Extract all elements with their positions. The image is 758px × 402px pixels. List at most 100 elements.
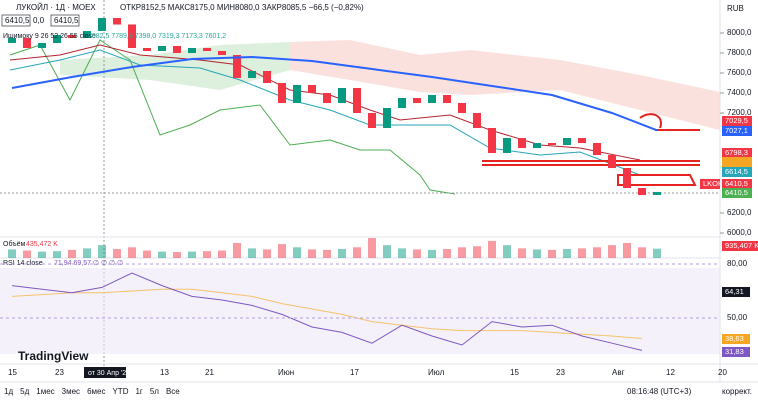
y-tick-label: 7600,0 xyxy=(727,68,752,77)
y-tick-label: 50,00 xyxy=(727,313,748,322)
volume-bar xyxy=(323,249,331,258)
candle xyxy=(143,48,151,51)
price-badge: 6410,5 xyxy=(725,179,748,188)
candle xyxy=(368,113,376,128)
currency[interactable]: RUB xyxy=(727,4,744,13)
x-tick-label: 21 xyxy=(205,368,214,377)
volume-bar xyxy=(23,250,31,258)
range-button[interactable]: Все xyxy=(166,387,180,396)
volume-bar xyxy=(188,251,196,258)
price-badge: 7029,5 xyxy=(725,116,748,125)
indicator-values: 7982,5 7789,8 7398,0 7319,3 7173,3 7601,… xyxy=(88,33,226,40)
range-button[interactable]: 5л xyxy=(150,387,159,396)
candle xyxy=(293,85,301,103)
price-badge: LKOH xyxy=(703,179,723,188)
candle xyxy=(503,138,511,153)
volume-bar xyxy=(173,252,181,258)
candle xyxy=(308,85,316,93)
candle xyxy=(623,168,631,188)
candle xyxy=(383,108,391,128)
candle xyxy=(218,51,226,55)
badge-bg xyxy=(700,179,720,189)
indicator-name: Ишимоку 9 26 52 26 55 close xyxy=(3,33,96,40)
volume-bar xyxy=(143,250,151,258)
y-tick-label: 7400,0 xyxy=(727,88,752,97)
rsi-badge: 31,83 xyxy=(725,347,744,356)
range-button[interactable]: 3мес xyxy=(62,387,80,396)
x-tick-label: Июн xyxy=(278,368,294,377)
range-button[interactable]: 5д xyxy=(20,387,29,396)
candle xyxy=(653,191,661,195)
volume-bar xyxy=(218,250,226,258)
candle xyxy=(158,46,166,51)
rsi-band xyxy=(0,268,720,354)
price-badge: 7027,1 xyxy=(725,126,748,135)
range-button[interactable]: 6мес xyxy=(87,387,105,396)
volume-bar xyxy=(203,251,211,258)
candle xyxy=(233,55,241,78)
volume-bar xyxy=(533,249,541,258)
badge-bg xyxy=(722,241,758,251)
candle xyxy=(323,93,331,103)
volume-bar xyxy=(368,238,376,258)
volume-bar xyxy=(488,240,496,258)
volume-bar xyxy=(578,248,586,258)
candle xyxy=(128,24,136,48)
volume-bar xyxy=(443,249,451,258)
price-box[interactable]: 6410,5 xyxy=(5,16,30,25)
candle xyxy=(203,48,211,51)
price-box[interactable]: 6410,5 xyxy=(54,16,79,25)
candle xyxy=(563,138,571,145)
candle xyxy=(398,98,406,108)
volume-bar xyxy=(428,249,436,258)
range-button[interactable]: YTD xyxy=(112,387,128,396)
range-button[interactable]: 1мес xyxy=(36,387,54,396)
candle xyxy=(443,95,451,103)
y-tick-label: 6200,0 xyxy=(727,208,752,217)
y-tick-label: 8000,0 xyxy=(727,28,752,37)
ohlc: ОТКР8152,5 МАКС8175,0 МИН8080,0 ЗАКР8085… xyxy=(120,3,364,12)
volume-bar xyxy=(593,247,601,258)
volume-bar xyxy=(383,245,391,258)
volume-bar xyxy=(413,249,421,258)
volume-bar xyxy=(518,248,526,258)
x-tick-label: Июл xyxy=(428,368,445,377)
candle xyxy=(173,46,181,53)
range-button[interactable]: 1д xyxy=(4,387,13,396)
volume-axis-label: 935,407 K xyxy=(725,241,758,250)
adjust[interactable]: коррект. xyxy=(722,387,752,396)
candle xyxy=(608,155,616,168)
candle xyxy=(23,38,31,48)
price-badge: 6614,5 xyxy=(725,167,748,176)
candle xyxy=(68,35,76,38)
box[interactable] xyxy=(50,14,80,27)
time: 08:16:48 (UTC+3) xyxy=(627,387,692,396)
rsi-line xyxy=(11,272,643,351)
rsi-badge: 64,31 xyxy=(725,287,744,296)
x-tick-label: 23 xyxy=(556,368,565,377)
volume-bar xyxy=(458,247,466,258)
volume-bar xyxy=(563,249,571,258)
crosshair-label-bg xyxy=(84,367,126,378)
badge-bg xyxy=(722,188,752,198)
candle xyxy=(593,143,601,155)
volume-value: 435,472 K xyxy=(26,241,58,248)
range-button[interactable]: 1г xyxy=(135,387,142,396)
badge-bg xyxy=(722,148,752,158)
volume-bar xyxy=(353,247,361,258)
volume-bar xyxy=(338,249,346,258)
volume-bar xyxy=(83,248,91,258)
y-tick-label: 6000,0 xyxy=(727,228,752,237)
badge-bg xyxy=(722,116,752,126)
volume-bar xyxy=(653,248,661,258)
x-tick-label: Авг xyxy=(612,368,625,377)
y-tick-label: 80,00 xyxy=(727,259,748,268)
volume-bar xyxy=(623,243,631,258)
candle xyxy=(53,35,61,43)
candle xyxy=(353,88,361,113)
rsi-ma-line xyxy=(11,288,643,339)
box[interactable] xyxy=(1,14,31,27)
candle xyxy=(188,48,196,53)
x-tick-label: от 30 Апр '24 xyxy=(88,370,130,377)
